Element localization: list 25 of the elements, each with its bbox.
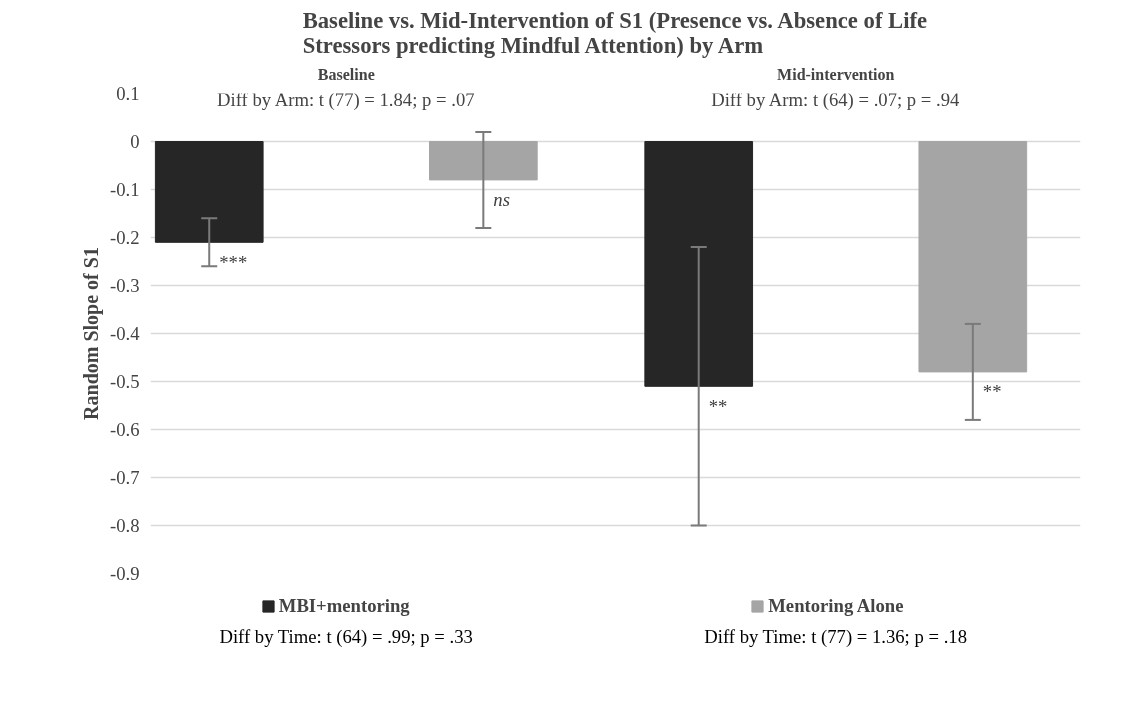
annotation: ***: [219, 251, 248, 273]
chart-title: Baseline vs. Mid-Intervention of S1 (Presence vs. Absence of Life Stressors predicting Mindful Attention) by Arm: [302, 7, 928, 58]
annotation: Diff by Arm: t (64) = .07; p = .94: [711, 89, 961, 111]
y-axis-title: Random Slope of S1: [79, 247, 103, 420]
y-tick-label: 0.1: [116, 83, 140, 104]
legend-label: Mentoring Alone: [768, 595, 904, 617]
annotation: ns: [493, 189, 510, 211]
y-tick-label: -0.4: [109, 323, 141, 344]
y-tick-label: 0: [130, 131, 140, 152]
y-tick-label: -0.3: [109, 275, 140, 296]
x-tick-label: Mid-intervention: [777, 65, 895, 83]
y-tick-label: -0.8: [109, 515, 140, 536]
y-tick-label: -0.6: [109, 419, 140, 440]
y-tick-label: -0.5: [109, 371, 140, 392]
text: Diff by Time: t (77) = 1.36; p = .18: [704, 625, 967, 648]
annotation: **: [708, 395, 728, 417]
y-tick-label: -0.2: [109, 227, 140, 248]
y-tick-label: -0.7: [109, 467, 140, 488]
y-tick-label: -0.1: [109, 179, 140, 200]
annotation: **: [982, 381, 1002, 403]
y-tick-label: -0.9: [109, 563, 140, 584]
x-tick-label: Baseline: [317, 65, 375, 83]
legend-label: MBI+mentoring: [278, 595, 410, 617]
text: Diff by Time: t (64) = .99; p = .33: [219, 625, 473, 648]
annotation: Diff by Arm: t (77) = 1.84; p = .07: [217, 89, 475, 111]
